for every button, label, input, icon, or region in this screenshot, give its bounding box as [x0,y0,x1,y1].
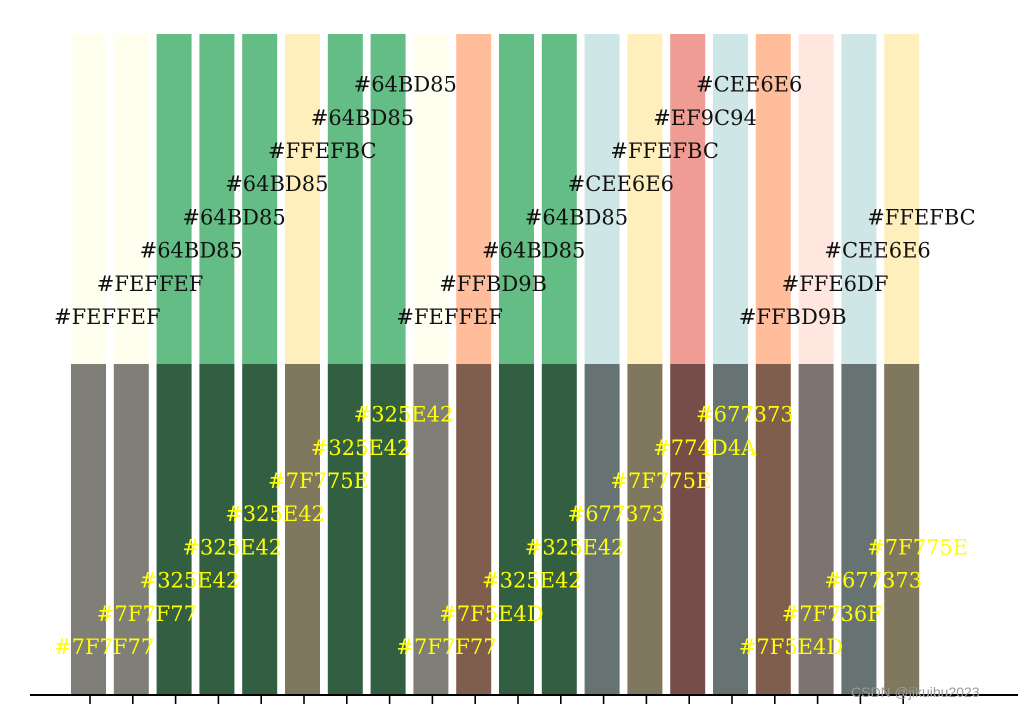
top-bar-label-5: #64BD85 [225,172,328,196]
top-bar-label-7: #64BD85 [311,106,414,130]
top-bar-1 [71,34,106,364]
top-bar-label-3: #64BD85 [140,239,243,263]
top-bar-label-13: #CEE6E6 [568,172,674,196]
bottom-bar-label-7: #325E42 [311,436,411,460]
bottom-bar-label-19: #677373 [824,569,922,593]
bottom-bar-label-8: #325E42 [354,403,454,427]
bottom-bar-label-2: #7F7F77 [97,602,197,626]
bottom-bar-label-20: #7F775E [867,535,968,559]
bottom-bar-18 [798,364,834,695]
top-bar-18 [798,34,834,364]
bottom-bar-label-14: #7F775E [610,469,711,493]
top-bar-3 [156,34,192,364]
bottom-bar-13 [584,364,620,695]
top-bar-19 [841,34,877,364]
top-bar-9 [413,34,449,364]
top-bar-14 [627,34,663,364]
top-bar-label-12: #64BD85 [525,205,628,229]
bottom-bar-8 [370,364,406,695]
bottom-bar-label-10: #7F5E4D [439,602,543,626]
x-axis-ticks [89,695,905,704]
bottom-bar-label-16: #677373 [696,403,794,427]
top-bar-16 [713,34,748,364]
top-bar-label-1: #FEFFEF [54,305,161,329]
top-bar-label-10: #FFBD9B [439,272,547,296]
top-bar-17 [755,34,791,364]
bottom-bar-label-18: #7F736F [782,602,882,626]
top-bar-label-18: #FFE6DF [782,272,889,296]
top-bar-13 [584,34,620,364]
bottom-bar-17 [755,364,791,695]
bottom-bar-3 [156,364,192,695]
top-bar-11 [499,34,534,364]
top-bar-label-6: #FFEFBC [268,139,377,163]
top-bar-label-4: #64BD85 [182,205,285,229]
top-bar-label-9: #FEFFEF [396,305,503,329]
bottom-band-bars [71,364,920,695]
bottom-bar-20 [884,364,920,695]
top-bar-2 [113,34,149,364]
bottom-bar-10 [456,364,492,695]
top-bar-20 [884,34,920,364]
top-bar-6 [285,34,320,364]
watermark: CSDN @jikuibu2023 [851,684,980,700]
bottom-bar-label-6: #7F775E [268,469,369,493]
bottom-bar-16 [713,364,748,695]
top-bar-label-15: #EF9C94 [653,106,757,130]
bottom-bar-label-13: #677373 [568,502,666,526]
top-bar-label-20: #FFEFBC [867,205,976,229]
bottom-bar-5 [242,364,278,695]
top-bar-label-14: #FFEFBC [610,139,719,163]
top-bar-8 [370,34,406,364]
top-bar-7 [327,34,363,364]
bottom-bar-15 [670,364,706,695]
bottom-bar-2 [113,364,149,695]
bottom-bar-12 [541,364,577,695]
bottom-bar-14 [627,364,663,695]
bottom-bar-1 [71,364,106,695]
bottom-bar-label-4: #325E42 [182,535,282,559]
top-bar-12 [541,34,577,364]
bottom-bar-label-15: #774D4A [653,436,757,460]
top-bar-label-19: #CEE6E6 [824,239,930,263]
top-bar-label-8: #64BD85 [354,73,457,97]
top-bar-label-17: #FFBD9B [739,305,847,329]
bottom-bar-label-11: #325E42 [482,569,582,593]
bottom-bar-label-9: #7F7F77 [396,635,496,659]
bottom-bar-label-17: #7F5E4D [739,635,843,659]
bottom-bar-label-3: #325E42 [140,569,240,593]
top-band-labels: #FEFFEF #FEFFEF #64BD85 #64BD85 #64BD85 #FFEF… [54,73,976,329]
bottom-band-labels: #7F7F77 #7F7F77 #325E42 #325E42 #325E42 #7F77… [54,403,968,659]
top-band-bars [71,34,920,364]
bottom-bar-11 [499,364,534,695]
bottom-bar-6 [285,364,320,695]
bottom-bar-label-5: #325E42 [225,502,325,526]
top-bar-label-11: #64BD85 [482,239,585,263]
top-bar-4 [199,34,235,364]
top-bar-label-16: #CEE6E6 [696,73,802,97]
top-bar-10 [456,34,492,364]
top-bar-label-2: #FEFFEF [97,272,204,296]
bottom-bar-9 [413,364,449,695]
top-bar-5 [242,34,278,364]
bottom-bar-4 [199,364,235,695]
bottom-bar-label-12: #325E42 [525,535,625,559]
bottom-bar-label-1: #7F7F77 [54,635,154,659]
bottom-bar-7 [327,364,363,695]
top-bar-15 [670,34,706,364]
bottom-bar-19 [841,364,877,695]
